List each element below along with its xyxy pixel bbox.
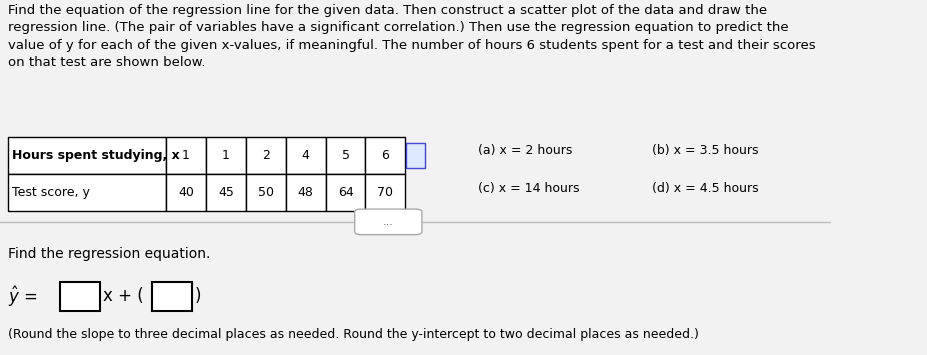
Bar — [60, 282, 100, 311]
Text: (b) x = 3.5 hours: (b) x = 3.5 hours — [652, 144, 758, 157]
Text: 40: 40 — [178, 186, 194, 199]
Bar — [365, 137, 405, 174]
Bar — [166, 137, 206, 174]
Bar — [325, 174, 365, 211]
Text: $\hat{y}$ =: $\hat{y}$ = — [8, 284, 38, 309]
Text: Test score, y: Test score, y — [12, 186, 90, 199]
Bar — [325, 137, 365, 174]
Bar — [365, 174, 405, 211]
Text: 4: 4 — [301, 149, 310, 162]
Text: Find the equation of the regression line for the given data. Then construct a sc: Find the equation of the regression line… — [8, 4, 816, 69]
Bar — [246, 137, 286, 174]
Text: (d) x = 4.5 hours: (d) x = 4.5 hours — [652, 182, 758, 195]
Text: 2: 2 — [261, 149, 270, 162]
Bar — [166, 174, 206, 211]
Text: (Round the slope to three decimal places as needed. Round the y-intercept to two: (Round the slope to three decimal places… — [8, 328, 699, 342]
Bar — [286, 174, 325, 211]
Bar — [8, 174, 166, 211]
Text: ...: ... — [383, 217, 394, 227]
FancyBboxPatch shape — [406, 143, 425, 168]
Text: Hours spent studying, x: Hours spent studying, x — [12, 149, 180, 162]
Text: 1: 1 — [222, 149, 230, 162]
Bar — [206, 137, 246, 174]
Text: 70: 70 — [377, 186, 393, 199]
Text: 48: 48 — [298, 186, 313, 199]
Bar — [152, 282, 192, 311]
Bar — [206, 174, 246, 211]
Bar — [8, 137, 166, 174]
Text: (a) x = 2 hours: (a) x = 2 hours — [477, 144, 572, 157]
Bar — [246, 174, 286, 211]
Text: (c) x = 14 hours: (c) x = 14 hours — [477, 182, 579, 195]
Text: 6: 6 — [382, 149, 389, 162]
Text: 45: 45 — [218, 186, 234, 199]
FancyBboxPatch shape — [355, 209, 422, 235]
Text: 50: 50 — [258, 186, 273, 199]
Text: 1: 1 — [182, 149, 190, 162]
Text: 5: 5 — [341, 149, 349, 162]
Text: Find the regression equation.: Find the regression equation. — [8, 247, 210, 261]
Text: 64: 64 — [337, 186, 353, 199]
Text: ): ) — [195, 288, 201, 305]
Text: x + (: x + ( — [103, 288, 144, 305]
Bar — [286, 137, 325, 174]
